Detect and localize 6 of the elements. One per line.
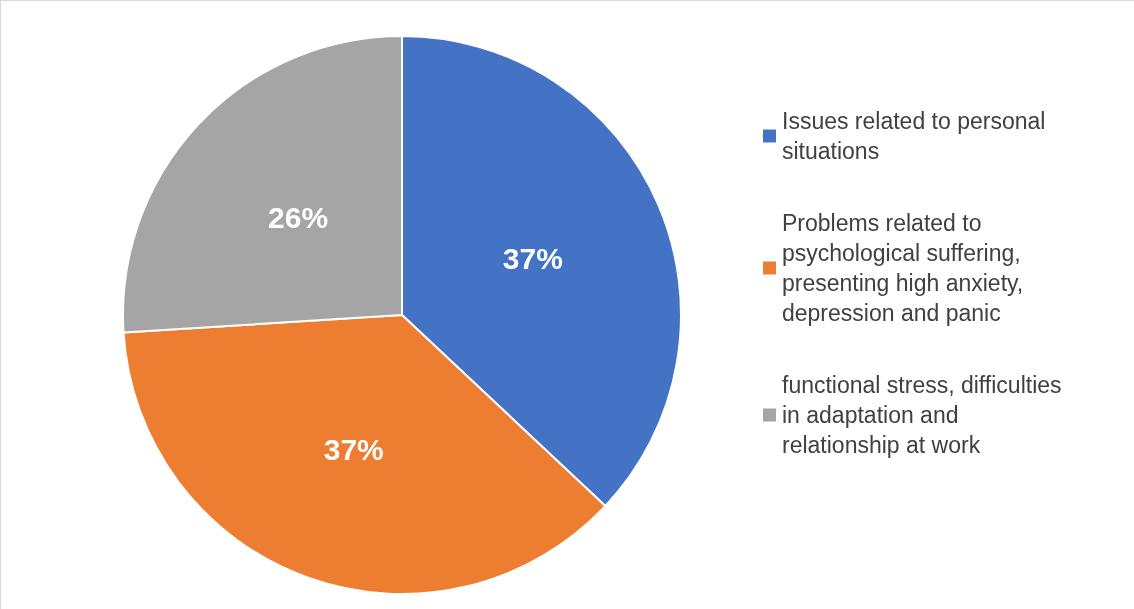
legend-label: Issues related to personal situations — [782, 108, 1052, 164]
legend-label: Problems related to psychological suffering, presenting high anxiety, depression and panic — [782, 210, 1030, 326]
data-label: 37% — [323, 432, 384, 466]
data-label: 26% — [268, 200, 329, 234]
data-label: 37% — [502, 241, 563, 275]
legend-label: functional stress, difficulties in adaptation and relationship at work — [782, 372, 1068, 458]
